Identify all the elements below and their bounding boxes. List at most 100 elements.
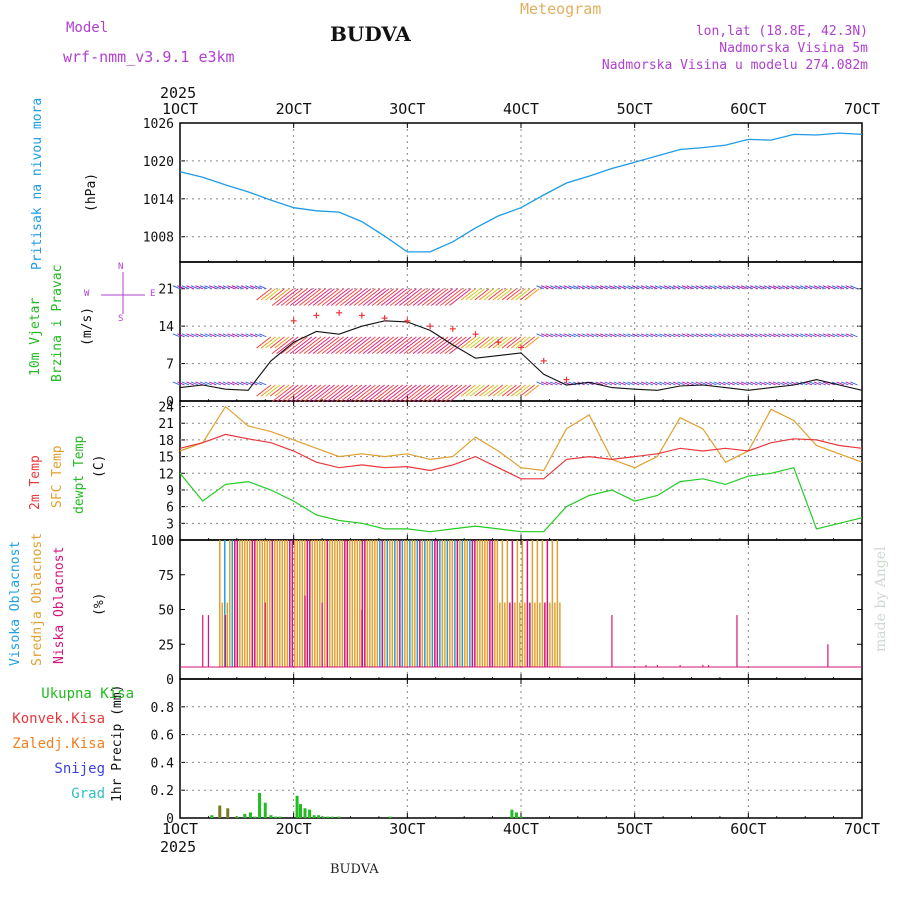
wind-barb: [745, 333, 754, 338]
wind-barb: [524, 384, 540, 397]
x-tick-label-top: 2OCT: [276, 100, 312, 118]
wind-barb: [326, 384, 349, 403]
wind-barb: [449, 288, 472, 306]
wind-barb: [501, 336, 517, 349]
wind-barb: [536, 333, 544, 338]
wind-barb: [609, 333, 617, 338]
wind-barb: [850, 333, 858, 338]
wind-barb: [809, 381, 817, 386]
wind-barb: [777, 333, 785, 338]
y-tick-label: 0.2: [151, 784, 174, 799]
wind-barb: [349, 288, 372, 306]
wind-barb: [659, 381, 667, 386]
wind-barb: [218, 381, 226, 386]
wind-barb: [581, 285, 590, 290]
wind-barb: [421, 288, 445, 306]
wind-barb: [394, 336, 417, 355]
wind-barb: [483, 336, 499, 349]
bottom-year: 2025: [160, 838, 197, 856]
wind-barb: [299, 288, 322, 306]
wind-barb: [704, 285, 713, 290]
wind-barb: [695, 285, 704, 290]
wind-barb: [690, 333, 699, 338]
wind-barb: [510, 336, 526, 349]
dewpt-temp-line: [179, 466, 863, 533]
wind-barb: [840, 285, 849, 290]
wind-barb: [695, 381, 704, 386]
wind-barb: [718, 285, 726, 290]
wind-barb: [172, 333, 181, 338]
wind-barb: [586, 333, 594, 338]
wind-barb: [403, 384, 426, 403]
wind-barb: [260, 288, 276, 301]
y-tick-label: 1020: [143, 155, 174, 170]
wind-barb: [344, 288, 367, 306]
top-year: 2025: [160, 84, 197, 102]
wind-barb: [681, 285, 690, 290]
wind-barb: [330, 336, 354, 355]
wind-barb: [640, 285, 649, 290]
x-tick-label-top: 5OCT: [617, 100, 653, 118]
wind-barb: [640, 333, 649, 338]
compass-south: S: [118, 314, 124, 324]
wind-barb: [813, 333, 822, 338]
wind-barb: [276, 288, 299, 306]
y-tick-label: 75: [158, 569, 174, 584]
wind-barb: [380, 288, 404, 306]
wind-barb: [645, 285, 654, 290]
wind-barb: [483, 288, 499, 301]
wind-barb: [469, 336, 485, 349]
wind-barb: [403, 288, 426, 306]
precip-bar: [514, 812, 518, 818]
wind-barb: [245, 381, 253, 386]
wind-barb: [659, 333, 667, 338]
wind-barb: [781, 333, 790, 338]
wind-barb: [240, 381, 249, 386]
precip-bar: [330, 816, 334, 818]
wind-barb: [645, 381, 654, 386]
wind-barb: [519, 336, 535, 349]
wind-barb: [367, 336, 390, 355]
wind-barb: [271, 384, 294, 403]
y-tick-label: 0: [166, 673, 174, 688]
wind-barb: [362, 288, 385, 306]
wind-barb: [545, 285, 554, 290]
wind-barb: [515, 288, 531, 301]
wind-barb: [294, 384, 317, 403]
panel-frame-0: [179, 122, 863, 263]
y-tick-label: 21: [158, 417, 174, 432]
pressure-line: [179, 132, 863, 253]
wind-barb: [492, 288, 508, 301]
wind-barb: [362, 336, 385, 355]
model-altitude-text: Nadmorska Visina u modelu 274.082m: [601, 58, 868, 73]
wind-barb: [740, 381, 749, 386]
wind-barb: [627, 333, 635, 338]
wind-barb: [371, 384, 395, 403]
wind-barb: [204, 381, 213, 386]
wind-barb: [709, 381, 717, 386]
precip-bar: [321, 816, 325, 818]
wind-barb: [781, 285, 790, 290]
wind-barb: [344, 384, 367, 403]
wind-barb: [254, 285, 263, 290]
wind-barb: [240, 333, 249, 338]
precip-bar: [243, 813, 247, 818]
wind-barb: [549, 333, 558, 338]
wind-barb: [258, 381, 267, 386]
wind-barb: [181, 285, 190, 290]
footer-station: BUDVA: [330, 862, 379, 877]
wind-barb: [672, 333, 681, 338]
precip-bar: [303, 808, 307, 818]
wind-barb: [492, 384, 508, 397]
model-name: wrf-nmm_v3.9.1 e3km: [63, 48, 235, 66]
wind-barb: [613, 285, 622, 290]
precip-bar: [253, 816, 257, 818]
wind-barb: [800, 381, 808, 386]
wind-barb: [430, 384, 454, 403]
wind-barb: [636, 285, 644, 290]
wind-barb: [497, 336, 513, 349]
wind-barb: [430, 336, 454, 355]
wind-barb: [172, 285, 181, 290]
wind-barb: [772, 381, 781, 386]
wind-barb: [254, 381, 263, 386]
